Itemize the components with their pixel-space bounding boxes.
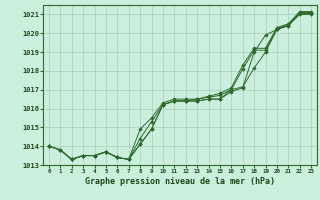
X-axis label: Graphe pression niveau de la mer (hPa): Graphe pression niveau de la mer (hPa) — [85, 177, 275, 186]
